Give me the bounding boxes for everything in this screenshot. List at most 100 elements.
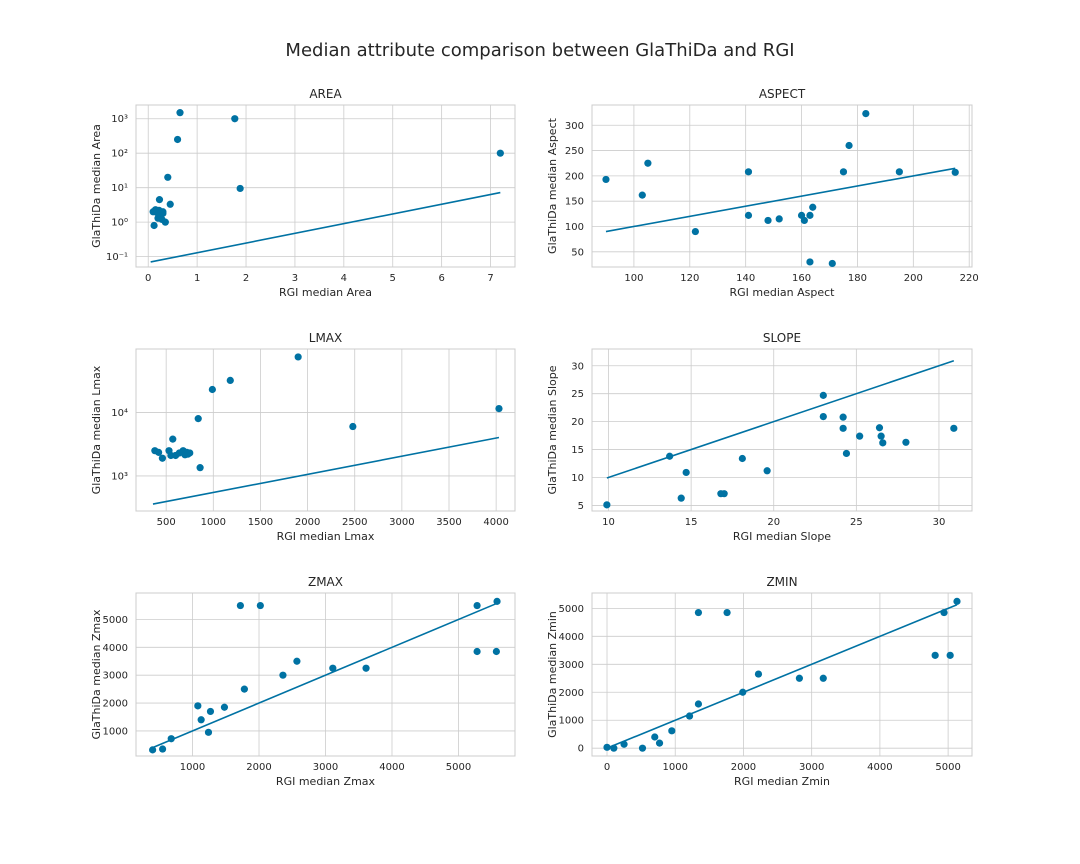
subplot-lmax: 500 1000 1500 2000 2500 3000 3500 4000 10³ 10⁴ LMA… (90, 331, 516, 543)
data-point (496, 149, 504, 157)
y-tick-label: 25 (571, 389, 584, 400)
data-point (877, 432, 885, 440)
plot-area (135, 104, 516, 268)
data-point (620, 740, 628, 748)
data-point (902, 438, 910, 446)
data-point (682, 468, 690, 477)
x-tick-label: 100 (624, 273, 643, 284)
data-point (293, 657, 301, 665)
x-axis-label: RGI median Zmin (734, 775, 830, 788)
x-tick-label: 5000 (446, 762, 471, 773)
data-point (666, 452, 674, 460)
subplot-area: 0 1 2 3 4 5 6 7 10⁻¹ 10⁰ 10¹ 10² 10³ AREA RGI median A… (90, 87, 516, 299)
y-axis-label: GlaThiDa median Zmax (90, 609, 103, 739)
data-point (931, 651, 939, 659)
data-point (694, 608, 703, 617)
y-tick-label: 5 (578, 501, 584, 512)
subplot-title: SLOPE (763, 331, 801, 345)
figure-title: Median attribute comparison between GlaT… (285, 40, 794, 61)
data-point (167, 735, 175, 743)
data-point (186, 449, 194, 457)
data-point (158, 215, 166, 224)
y-tick-label: 1000 (103, 726, 128, 737)
data-point (895, 168, 903, 176)
data-point (166, 200, 174, 208)
data-point (819, 391, 827, 399)
x-tick-label: 7 (487, 273, 493, 284)
data-point (603, 743, 611, 751)
y-tick-label: 10¹ (111, 183, 128, 194)
data-point (694, 700, 703, 708)
data-point (171, 451, 180, 460)
x-tick-label: 140 (736, 273, 755, 284)
y-tick-label: 10⁻¹ (106, 252, 128, 263)
x-tick-label: 1000 (663, 762, 688, 773)
y-tick-label: 1000 (559, 716, 584, 727)
y-tick-label: 200 (565, 171, 584, 182)
data-point (845, 141, 853, 150)
data-point (196, 464, 204, 472)
y-tick-label: 5000 (559, 604, 584, 615)
data-point (492, 647, 500, 656)
data-point (951, 168, 959, 176)
x-tick-label: 3000 (799, 762, 824, 773)
x-tick-label: 2000 (731, 762, 756, 773)
data-point (240, 685, 248, 693)
y-axis-label: GlaThiDa median Slope (546, 365, 559, 494)
x-tick-label: 6 (438, 273, 444, 284)
data-point (155, 448, 163, 456)
data-point (349, 422, 357, 431)
data-point (176, 109, 184, 117)
x-tick-label: 2000 (246, 762, 271, 773)
data-point (800, 216, 808, 225)
y-tick-label: 10³ (111, 114, 128, 125)
y-tick-label: 2000 (559, 688, 584, 699)
reference-line (150, 191, 501, 263)
data-point (950, 424, 958, 432)
x-tick-label: 2 (243, 273, 249, 284)
data-point (828, 259, 836, 268)
data-point (329, 664, 337, 672)
data-point (842, 449, 851, 458)
x-tick-label: 30 (933, 517, 946, 528)
data-point (856, 432, 864, 440)
x-axis-label: RGI median Area (279, 286, 372, 299)
reference-line (606, 604, 958, 749)
data-point (155, 196, 164, 204)
x-tick-label: 160 (792, 273, 811, 284)
data-point (220, 703, 229, 711)
data-point (685, 712, 694, 720)
data-point (754, 670, 763, 678)
subplot-grid: 0 1 2 3 4 5 6 7 10⁻¹ 10⁰ 10¹ 10² 10³ AREA RGI median A… (90, 87, 979, 788)
y-tick-label: 5000 (103, 615, 128, 626)
y-axis-label: GlaThiDa median Aspect (546, 117, 559, 254)
x-tick-label: 180 (848, 273, 867, 284)
x-tick-label: 220 (960, 273, 979, 284)
subplot-aspect: 100 120 140 160 180 200 220 50 100 150 200 250 300 AS… (546, 87, 979, 299)
y-tick-label: 15 (571, 445, 584, 456)
data-point (839, 413, 847, 421)
data-point (720, 490, 728, 498)
x-axis-label: RGI median Aspect (729, 286, 835, 299)
data-point (744, 211, 753, 219)
data-point (236, 601, 244, 610)
y-tick-label: 10³ (111, 471, 128, 482)
data-point (875, 424, 884, 432)
data-point (473, 601, 481, 610)
data-point (795, 674, 803, 682)
data-point (691, 227, 699, 236)
data-point (651, 733, 659, 741)
x-tick-label: 5 (390, 273, 396, 284)
y-tick-label: 20 (571, 417, 584, 428)
x-tick-label: 0 (145, 273, 151, 284)
reference-line (152, 602, 498, 749)
x-tick-label: 2500 (342, 517, 367, 528)
x-tick-label: 4000 (379, 762, 404, 773)
x-tick-label: 20 (767, 517, 780, 528)
data-point (197, 716, 205, 724)
data-point (159, 208, 167, 216)
subplot-slope: 10 15 20 25 30 5 10 15 20 25 30 SLOPE RGI median Slo… (546, 331, 973, 543)
data-point (764, 216, 772, 225)
data-point (819, 412, 827, 421)
x-tick-label: 1000 (201, 517, 226, 528)
